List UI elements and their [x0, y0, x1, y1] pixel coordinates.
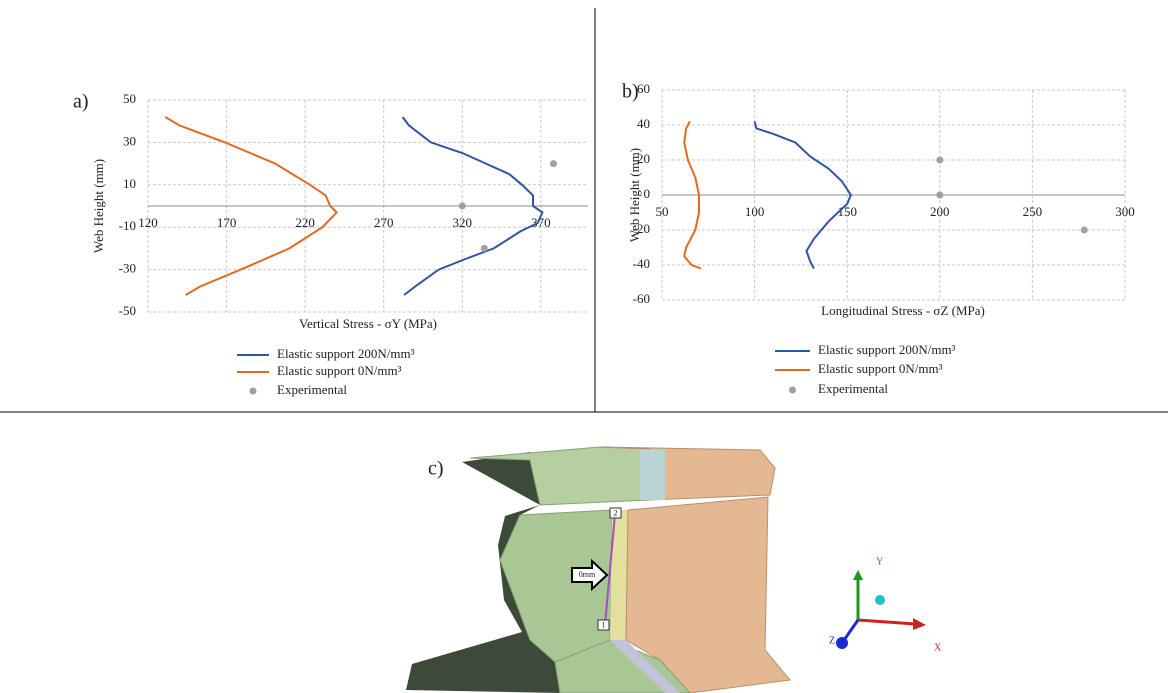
- x-tick-label: 320: [453, 215, 473, 230]
- y-axis-title: Web Height (mm): [627, 148, 642, 242]
- x-tick-label: 120: [138, 215, 158, 230]
- marker-label: 0mm: [579, 570, 596, 579]
- rail-band: [640, 449, 665, 500]
- x-tick-label: 50: [656, 204, 669, 219]
- legend-label: Elastic support 0N/mm³: [277, 363, 402, 378]
- legend-swatch: [250, 388, 257, 395]
- y-tick-label: 60: [637, 81, 650, 96]
- y-tick-label: -60: [633, 291, 650, 306]
- legend-label: Experimental: [277, 382, 347, 397]
- data-point: [481, 245, 488, 252]
- legend-label: Elastic support 200N/mm³: [818, 342, 956, 357]
- legend-label: Elastic support 200N/mm³: [277, 346, 415, 361]
- y-tick-label: -10: [119, 218, 136, 233]
- y-tick-label: 0: [644, 186, 651, 201]
- x-tick-label: 200: [930, 204, 950, 219]
- data-point: [459, 203, 466, 210]
- x-arrow: [858, 620, 915, 624]
- legend-swatch: [789, 387, 796, 394]
- axis-label: Y: [876, 556, 883, 567]
- legend-label: Elastic support 0N/mm³: [818, 361, 943, 376]
- sphere: [875, 595, 885, 605]
- x-axis-title: Vertical Stress - σY (MPa): [299, 316, 437, 331]
- point-label: 2: [614, 508, 618, 517]
- y-axis-title: Web Height (mm): [91, 159, 106, 253]
- y-tick-label: -50: [119, 303, 136, 318]
- y-tick-label: -30: [119, 261, 136, 276]
- x-axis-title: Longitudinal Stress - σZ (MPa): [821, 303, 985, 318]
- y-arrow-head: [853, 570, 863, 580]
- x-arrow-head: [913, 618, 926, 630]
- axis-label: X: [934, 642, 942, 653]
- x-tick-label: 250: [1023, 204, 1043, 219]
- rail-illustration: 2 1 0mm c): [406, 447, 790, 693]
- data-point: [1081, 227, 1088, 234]
- x-tick-label: 220: [295, 215, 315, 230]
- y-tick-label: 40: [637, 116, 650, 131]
- axis-label: Z: [829, 635, 835, 646]
- x-tick-label: 170: [217, 215, 237, 230]
- y-tick-label: -40: [633, 256, 650, 271]
- data-point: [936, 192, 943, 199]
- panel-label: c): [428, 458, 444, 480]
- axis-triad: Y X Z: [829, 556, 942, 653]
- panel-label: a): [73, 91, 89, 113]
- data-point: [550, 160, 557, 167]
- data-point: [936, 157, 943, 164]
- legend-label: Experimental: [818, 381, 888, 396]
- y-tick-label: 30: [123, 133, 136, 148]
- x-tick-label: 300: [1115, 204, 1135, 219]
- x-tick-label: 270: [374, 215, 394, 230]
- z-ball: [836, 637, 848, 649]
- x-tick-label: 100: [745, 204, 765, 219]
- point-label: 1: [602, 620, 606, 629]
- y-tick-label: 50: [123, 91, 136, 106]
- figure: 2 1 0mm c) Y X Z a)-50-30-10103050120170…: [0, 0, 1168, 693]
- y-tick-label: 10: [123, 176, 136, 191]
